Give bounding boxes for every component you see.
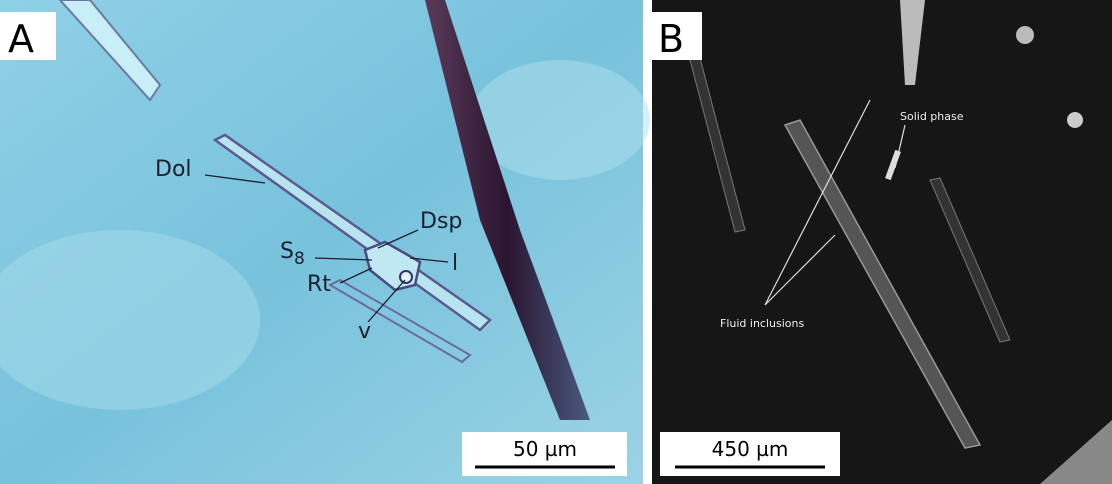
grain (1067, 112, 1083, 128)
scale-label: 50 µm (513, 437, 577, 461)
annotation-sub: 8 (294, 249, 305, 269)
micrograph-b (652, 0, 1112, 484)
grain (1016, 26, 1034, 44)
panel-a: Dol Dsp S8 l Rt v A 50 µm (0, 0, 650, 484)
annotation: Fluid inclusions (720, 317, 804, 330)
annotation: Dsp (420, 209, 462, 234)
annotation: Dol (155, 157, 192, 182)
panel-label: A (8, 17, 34, 61)
annotation-base: S (280, 239, 294, 264)
annotation: v (358, 319, 371, 344)
scale-label: 450 µm (712, 437, 789, 461)
figure: Dol Dsp S8 l Rt v A 50 µm Solid phase Fl… (0, 0, 1112, 484)
annotation: Solid phase (900, 110, 964, 123)
annotation: l (452, 251, 458, 276)
page: Dol Dsp S8 l Rt v A 50 µm Solid phase Fl… (0, 0, 1112, 484)
vapor-bubble (400, 271, 412, 283)
panel-b: Solid phase Fluid inclusions B 450 µm (652, 0, 1112, 484)
annotation: Rt (307, 272, 331, 297)
panel-label: B (658, 17, 684, 61)
